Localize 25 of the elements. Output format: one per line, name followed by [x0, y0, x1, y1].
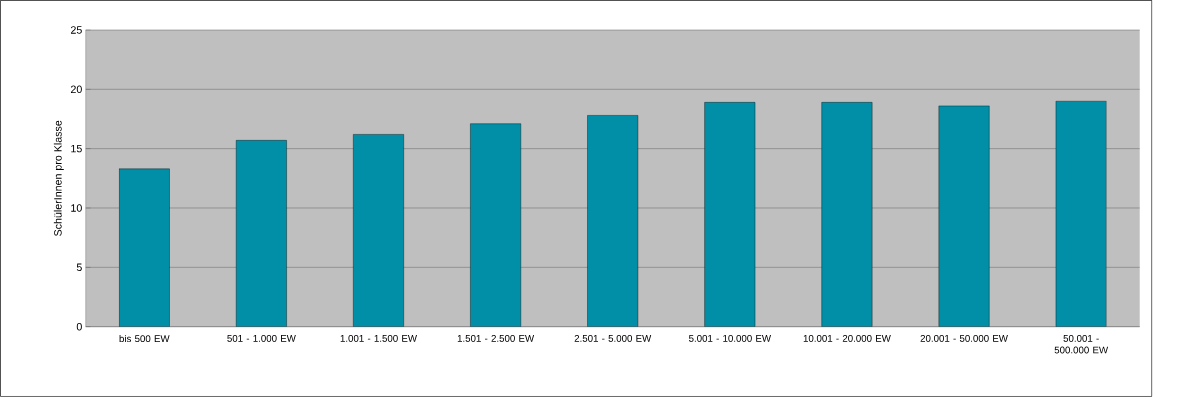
x-tick-label: bis 500 EW	[119, 335, 170, 343]
y-axis-title: SchülerInnen pro Klasse	[53, 120, 64, 236]
y-tick-label: 20	[70, 85, 82, 94]
x-tick-label: 5.001 - 10.000 EW	[688, 335, 772, 342]
x-tick-label: 1.001 - 1.500 EW	[340, 335, 417, 342]
bar	[1055, 101, 1107, 327]
y-tick-label: 15	[71, 144, 82, 153]
x-tick-label: 2.501 - 5.000 EW	[574, 335, 652, 342]
y-tick-label: 10	[71, 204, 82, 212]
bar	[118, 168, 170, 327]
y-tick-label: 0	[76, 322, 82, 331]
y-tick-label: 5	[76, 263, 82, 272]
bar	[470, 123, 522, 327]
bar	[353, 134, 404, 327]
x-tick-label: 10.001 - 20.000 EW	[803, 335, 891, 342]
x-tick-label: 501 - 1.000 EW	[227, 335, 296, 342]
bar	[235, 140, 287, 327]
bar	[587, 115, 639, 327]
bar	[704, 102, 756, 327]
x-tick-label: 20.001 - 50.000 EW	[920, 335, 1008, 342]
y-tick-label: 25	[70, 26, 82, 34]
x-tick-label: 50.001 - 500.000 EW	[1054, 335, 1109, 354]
bar	[821, 102, 873, 327]
bar	[938, 105, 990, 327]
x-tick-label: 1.501 - 2.500 EW	[457, 335, 535, 342]
